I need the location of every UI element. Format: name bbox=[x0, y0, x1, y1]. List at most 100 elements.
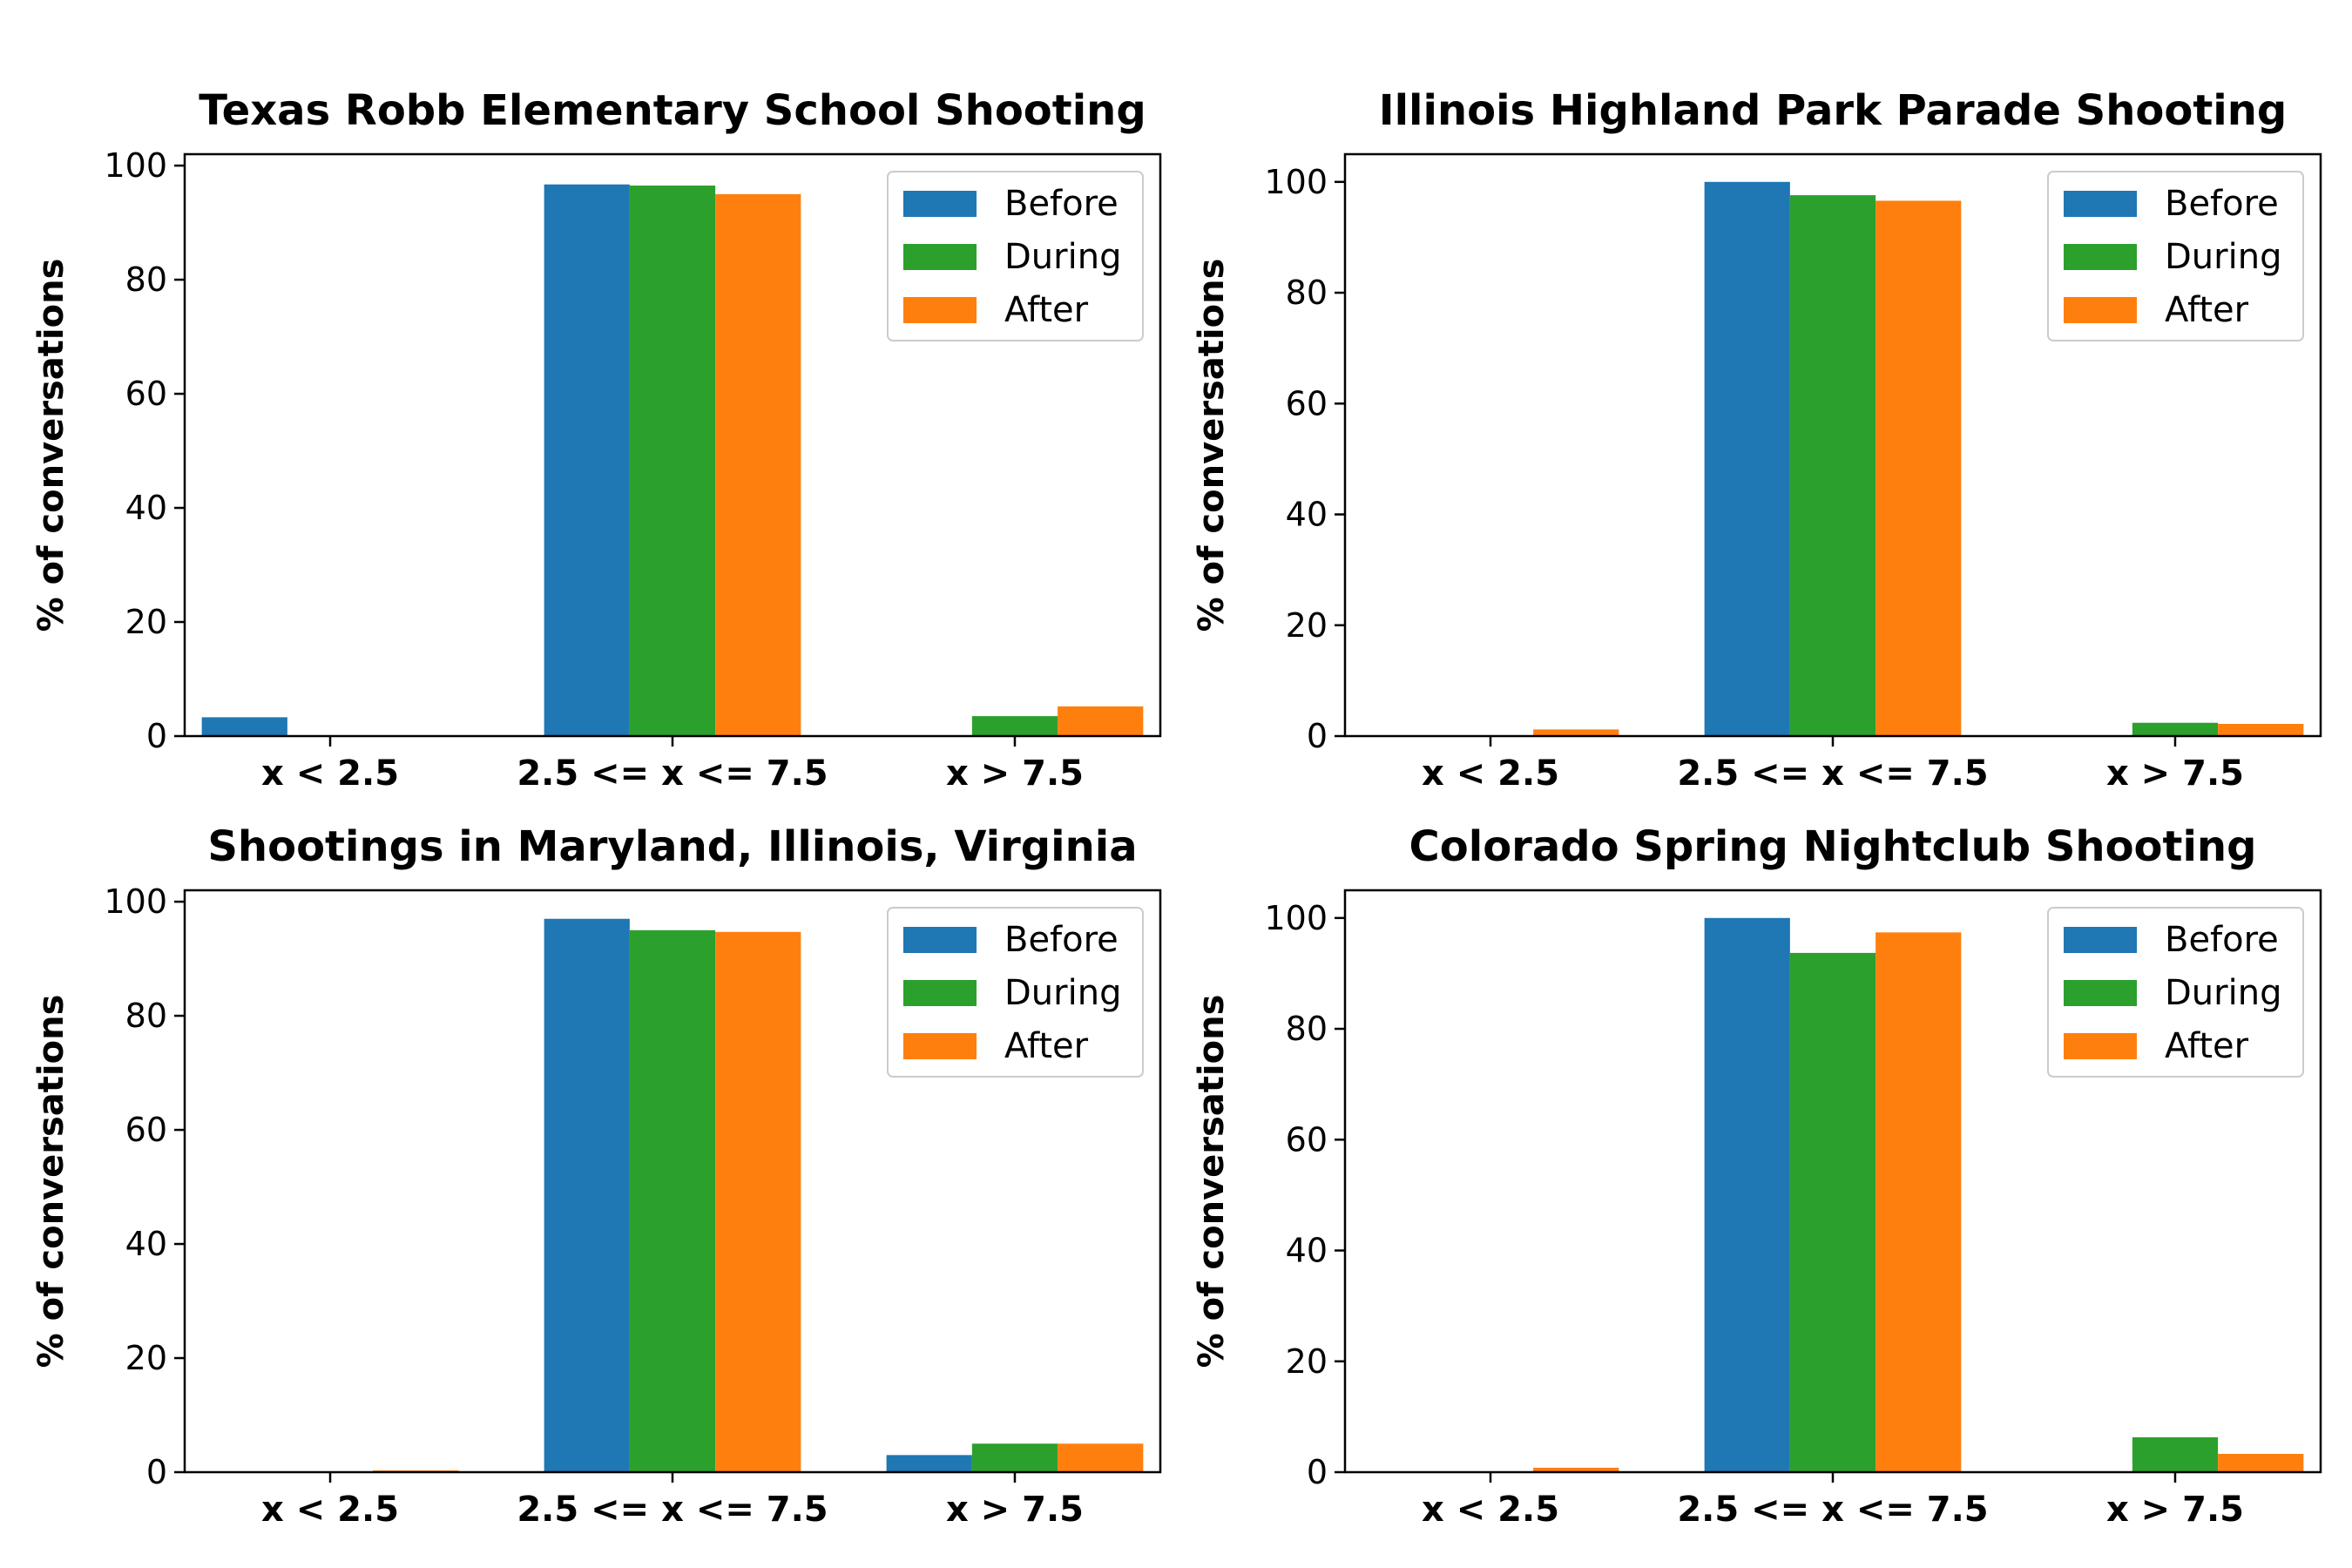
y-tick-label: 100 bbox=[1264, 163, 1328, 201]
chart-panel-1: 0 20 40 60 80 100 x < 2.5 2.5 <= x <= 7.5 x > 7.… bbox=[31, 86, 1162, 794]
bar-during-3 bbox=[2132, 1436, 2219, 1472]
legend-label: Before bbox=[1004, 184, 1119, 224]
y-tick-label: 40 bbox=[125, 489, 167, 527]
x-tick-label: x > 7.5 bbox=[946, 754, 1084, 794]
y-tick-label: 0 bbox=[146, 1453, 167, 1491]
y-tick-label: 60 bbox=[125, 1111, 167, 1149]
bar-during-2 bbox=[629, 929, 716, 1472]
x-tick-label: 2.5 <= x <= 7.5 bbox=[1677, 754, 1988, 794]
bar-during-2 bbox=[629, 186, 716, 737]
chart-title: Shootings in Maryland, Illinois, Virgini… bbox=[207, 822, 1137, 871]
bar-before-2 bbox=[544, 918, 630, 1472]
y-axis-label: % of conversations bbox=[31, 995, 71, 1369]
bar-after-2 bbox=[715, 193, 801, 736]
x-tick-label: x < 2.5 bbox=[1422, 1490, 1559, 1530]
y-tick-label: 40 bbox=[1286, 1232, 1328, 1270]
legend-label: During bbox=[2165, 237, 2281, 277]
x-tick-label: x > 7.5 bbox=[946, 1490, 1084, 1530]
legend-label: Before bbox=[2165, 184, 2279, 224]
x-tick-label: x < 2.5 bbox=[261, 754, 399, 794]
legend-swatch-before bbox=[2064, 191, 2137, 217]
x-tick-label: 2.5 <= x <= 7.5 bbox=[517, 1490, 828, 1530]
y-axis-label: % of conversations bbox=[1192, 259, 1232, 632]
bar-before-2 bbox=[1704, 917, 1790, 1472]
legend-label: After bbox=[2165, 1026, 2249, 1066]
y-tick-label: 80 bbox=[1286, 274, 1328, 312]
legend-label: After bbox=[1004, 290, 1089, 330]
y-tick-label: 80 bbox=[125, 997, 167, 1035]
x-tick-label: x < 2.5 bbox=[1422, 754, 1559, 794]
legend-label: Before bbox=[1004, 920, 1119, 960]
x-tick-label: x < 2.5 bbox=[261, 1490, 399, 1530]
y-tick-label: 20 bbox=[1286, 606, 1328, 645]
y-axis-label: % of conversations bbox=[31, 259, 71, 632]
y-tick-label: 0 bbox=[146, 717, 167, 755]
chart-panel-4: 0 20 40 60 80 100 x < 2.5 2.5 <= x <= 7.5 x > 7.… bbox=[1192, 822, 2322, 1530]
y-tick-label: 100 bbox=[1264, 899, 1328, 937]
legend-swatch-after bbox=[903, 297, 977, 323]
bar-after-3 bbox=[1058, 706, 1144, 736]
y-tick-label: 20 bbox=[125, 603, 167, 641]
chart-title: Colorado Spring Nightclub Shooting bbox=[1409, 822, 2257, 871]
legend-swatch-after bbox=[2064, 297, 2137, 323]
y-tick-label: 60 bbox=[1286, 1120, 1328, 1159]
x-tick-label: x > 7.5 bbox=[2106, 1490, 2244, 1530]
bar-during-3 bbox=[971, 1443, 1058, 1472]
y-tick-label: 80 bbox=[1286, 1010, 1328, 1048]
legend-swatch-during bbox=[903, 980, 977, 1006]
y-tick-label: 80 bbox=[125, 260, 167, 299]
legend-swatch-after bbox=[2064, 1033, 2137, 1059]
chart-title: Texas Robb Elementary School Shooting bbox=[199, 86, 1146, 135]
x-tick-label: x > 7.5 bbox=[2106, 754, 2244, 794]
x-tick-label: 2.5 <= x <= 7.5 bbox=[517, 754, 828, 794]
legend-swatch-during bbox=[2064, 244, 2137, 270]
legend-swatch-before bbox=[2064, 927, 2137, 953]
bar-after-2 bbox=[1876, 932, 1962, 1472]
legend-swatch-during bbox=[903, 244, 977, 270]
bar-during-3 bbox=[2132, 722, 2219, 736]
legend-swatch-after bbox=[903, 1033, 977, 1059]
legend-label: After bbox=[1004, 1026, 1089, 1066]
legend: Before During After bbox=[2047, 907, 2304, 1078]
bar-after-2 bbox=[1876, 200, 1962, 736]
y-tick-label: 0 bbox=[1307, 717, 1328, 755]
y-tick-label: 0 bbox=[1307, 1453, 1328, 1491]
legend: Before During After bbox=[887, 171, 1144, 341]
legend-label: After bbox=[2165, 290, 2249, 330]
x-tick-label: 2.5 <= x <= 7.5 bbox=[1677, 1490, 1988, 1530]
y-tick-label: 100 bbox=[104, 882, 167, 921]
bar-after-3 bbox=[2218, 1454, 2304, 1472]
legend-label: Before bbox=[2165, 920, 2279, 960]
y-tick-label: 20 bbox=[125, 1339, 167, 1377]
bar-during-3 bbox=[971, 716, 1058, 736]
y-tick-label: 60 bbox=[1286, 384, 1328, 422]
bar-after-2 bbox=[715, 931, 801, 1472]
bar-before-3 bbox=[886, 1455, 972, 1472]
chart-title: Illinois Highland Park Parade Shooting bbox=[1379, 86, 2288, 135]
legend: Before During After bbox=[887, 907, 1144, 1078]
legend-label: During bbox=[1004, 973, 1121, 1013]
bar-before-2 bbox=[1704, 181, 1790, 737]
y-tick-label: 20 bbox=[1286, 1342, 1328, 1381]
bar-during-2 bbox=[1789, 952, 1876, 1472]
bar-after-1 bbox=[1533, 729, 1619, 736]
legend-swatch-before bbox=[903, 191, 977, 217]
bar-before-2 bbox=[544, 184, 630, 736]
bar-after-1 bbox=[1533, 1467, 1619, 1472]
bar-during-2 bbox=[1789, 195, 1876, 736]
chart-panel-3: 0 20 40 60 80 100 x < 2.5 2.5 <= x <= 7.5 x > 7.… bbox=[31, 822, 1162, 1530]
legend-label: During bbox=[1004, 237, 1121, 277]
y-tick-label: 100 bbox=[104, 146, 167, 185]
bar-after-3 bbox=[2218, 724, 2304, 736]
y-tick-label: 40 bbox=[1286, 496, 1328, 534]
bar-before-1 bbox=[201, 717, 287, 736]
y-tick-label: 40 bbox=[125, 1225, 167, 1263]
bar-after-3 bbox=[1058, 1443, 1144, 1472]
legend: Before During After bbox=[2047, 171, 2304, 341]
y-axis-label: % of conversations bbox=[1192, 995, 1232, 1369]
legend-swatch-during bbox=[2064, 980, 2137, 1006]
y-tick-label: 60 bbox=[125, 375, 167, 413]
legend-label: During bbox=[2165, 973, 2281, 1013]
legend-swatch-before bbox=[903, 927, 977, 953]
